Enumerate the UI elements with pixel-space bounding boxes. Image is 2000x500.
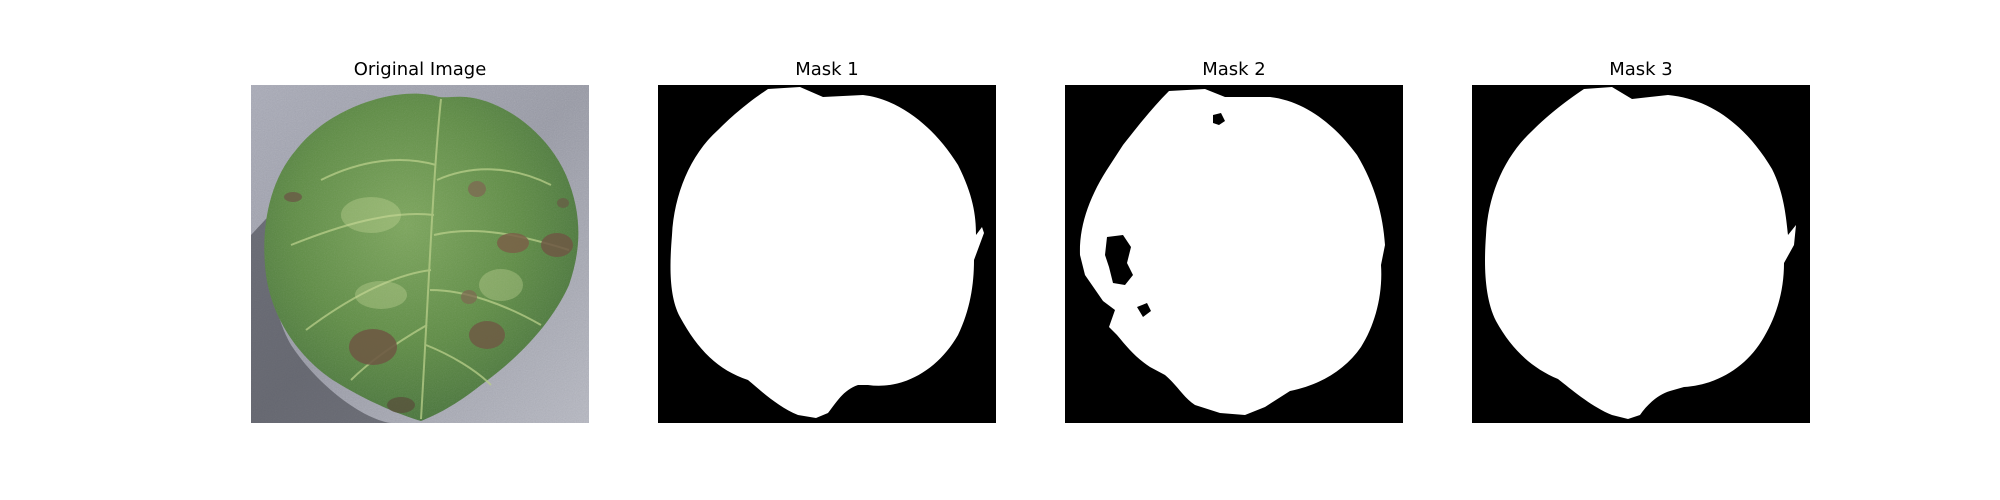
panel-title: Original Image (353, 59, 487, 80)
mask-image (1472, 85, 1810, 423)
panel-title: Mask 2 (1202, 59, 1266, 80)
mask-image (658, 85, 996, 423)
panel-mask-3: Mask 3 (1472, 58, 1810, 428)
mask-hole (1213, 113, 1225, 125)
panel-original-image: Original Image (251, 58, 589, 428)
leaf-photo (251, 85, 589, 423)
panel-title: Mask 1 (795, 59, 859, 80)
leaf-lesions (284, 181, 573, 413)
leaf-speckles (341, 197, 523, 309)
panel-mask-1: Mask 1 (658, 58, 996, 428)
leaf-mask (1485, 87, 1796, 419)
leaf-mask (1079, 89, 1385, 415)
leaf-mask (670, 87, 984, 418)
panel-title: Mask 3 (1609, 59, 1673, 80)
mask-image (1065, 85, 1403, 423)
mask-hole (1137, 303, 1151, 317)
panel-mask-2: Mask 2 (1065, 58, 1403, 428)
mask-hole (1105, 235, 1133, 285)
leaf-shadow (251, 205, 391, 423)
